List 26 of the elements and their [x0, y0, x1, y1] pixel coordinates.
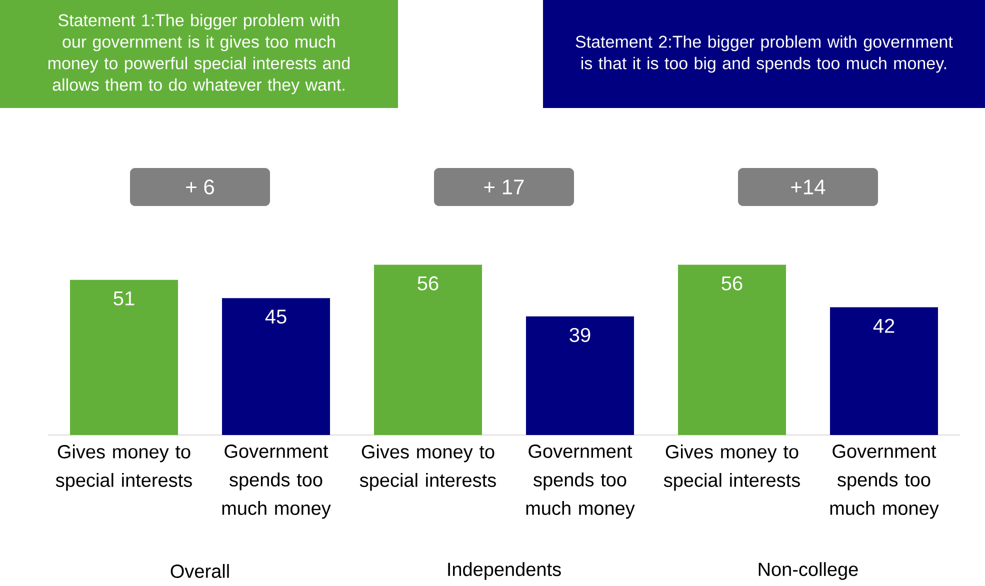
text: Statement 1:The bigger problem with our government is it gives too much money to powerful special interests and allows them to do whatever they want. — [48, 14, 350, 94]
text: +14 — [791, 180, 826, 194]
text: Overall — [170, 564, 229, 578]
x-tick-label: Government spends too much money — [830, 444, 939, 519]
bar — [222, 298, 330, 435]
x-tick-label: Government spends too much money — [526, 444, 635, 519]
data-label: 56 — [722, 276, 742, 290]
bar — [374, 264, 482, 435]
data-label: 56 — [418, 276, 438, 290]
bar — [526, 316, 634, 435]
bar — [830, 307, 938, 435]
x-tick-label: Gives money to special interests — [360, 444, 496, 491]
bar — [678, 264, 786, 435]
text: + 6 — [186, 180, 214, 194]
x-tick-label: Gives money to special interests — [56, 444, 192, 491]
text: Independents — [448, 562, 561, 580]
text: Statement 2:The bigger problem with government is that it is too big and spends too much money. — [576, 35, 953, 73]
text: + 17 — [484, 180, 524, 194]
x-tick-label: Gives money to special interests — [664, 444, 800, 491]
data-label: 39 — [570, 328, 590, 342]
x-tick-label: Government spends too much money — [222, 444, 331, 519]
data-label: 42 — [873, 318, 894, 333]
data-label: 45 — [265, 310, 286, 324]
bar — [70, 280, 178, 435]
data-label: 51 — [114, 291, 134, 306]
text: Non-college — [758, 562, 858, 580]
